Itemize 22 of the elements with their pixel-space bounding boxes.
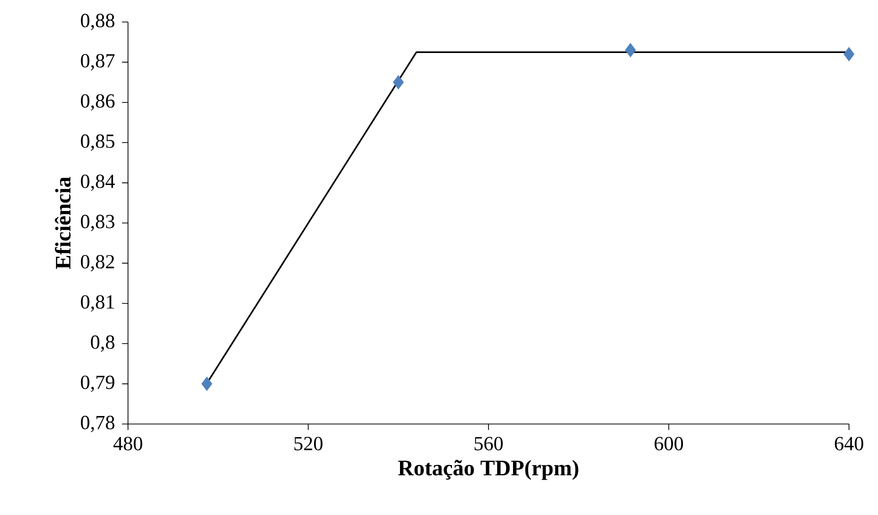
- y-tick-label: 0,82: [80, 255, 114, 272]
- y-tick-label: 0,79: [80, 376, 114, 392]
- x-tick-label: 520: [294, 436, 322, 450]
- point: [625, 42, 636, 58]
- y-tick-label: 0,86: [80, 94, 115, 111]
- point: [392, 75, 404, 90]
- x-axis-title: Rotação TDP(rpm): [398, 460, 578, 480]
- y-tick-label: 0,78: [80, 416, 114, 432]
- point: [201, 376, 212, 391]
- y-tick-label: 0,81: [80, 295, 114, 312]
- x-tick-label: 600: [654, 436, 683, 450]
- point: [844, 46, 854, 62]
- x-tick-label: 640: [834, 436, 864, 450]
- y-tick-label: 0,83: [80, 214, 114, 232]
- y-tick-label: 0,84: [80, 174, 115, 191]
- y-tick-label: 0,88: [80, 14, 114, 30]
- y-tick-label: 0,85: [80, 134, 114, 151]
- x-tick-label: 480: [113, 436, 142, 450]
- x-tick-label: 560: [474, 436, 503, 450]
- y-tick-label: 0,8: [90, 335, 114, 352]
- y-tick-label: 0,87: [80, 54, 115, 70]
- y-axis-title: Eficiência: [54, 176, 71, 270]
